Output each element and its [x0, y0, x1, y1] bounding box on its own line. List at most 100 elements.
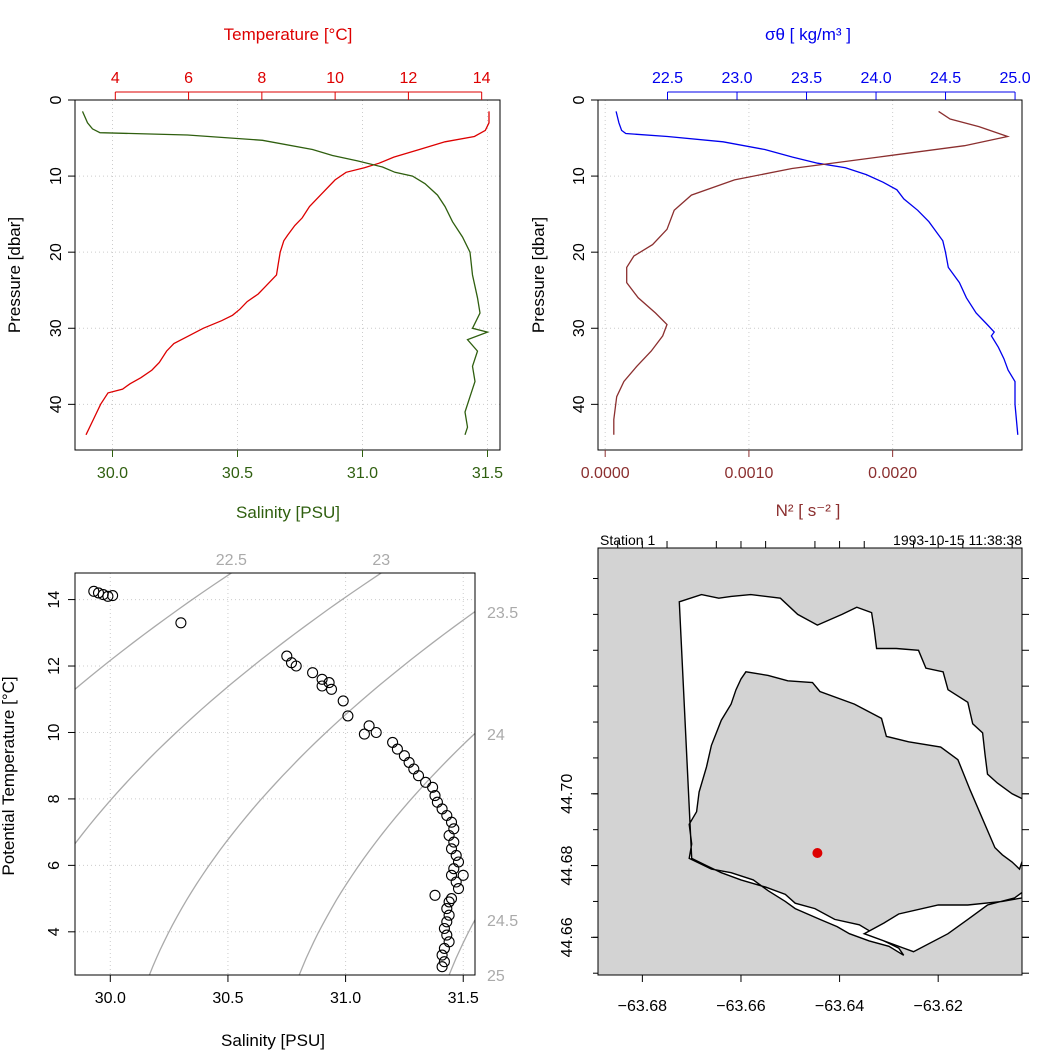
ts-point — [436, 949, 448, 961]
ts-point — [445, 843, 458, 855]
y-tick-label: 0 — [571, 95, 588, 104]
ts-point — [429, 790, 441, 802]
ts-point — [436, 961, 448, 973]
ts-point — [443, 829, 455, 842]
plot-frame — [74, 572, 476, 976]
y-axis-label: Pressure [dbar] — [5, 217, 24, 333]
ts-point — [427, 781, 439, 793]
y-tick-label: 40 — [48, 395, 65, 413]
top-tick-label: 24.5 — [930, 70, 961, 87]
profile-ts-panel: Temperature [°C] Salinity [PSU] Pressure… — [5, 25, 503, 522]
y-tick-label: 10 — [46, 723, 63, 741]
temperature-line — [85, 111, 490, 436]
ts-point — [443, 936, 455, 948]
isopycnal-line — [148, 610, 475, 975]
ts-point — [370, 726, 382, 739]
station-marker — [812, 848, 823, 858]
isopycnal-line — [448, 918, 475, 975]
ts-point — [431, 796, 443, 808]
bottom-axis-label: N² [ s⁻² ] — [776, 501, 841, 520]
top-tick-label: 6 — [184, 70, 193, 87]
station-label: Station 1 — [600, 532, 655, 548]
y-axis-label: Pressure [dbar] — [529, 217, 548, 333]
y-tick-label: 4 — [46, 927, 63, 936]
ts-point — [438, 956, 450, 968]
ts-point — [102, 590, 114, 602]
ts-point — [391, 743, 403, 755]
top-tick-label: 14 — [473, 70, 491, 87]
top-tick-label: 25.0 — [999, 70, 1030, 87]
ts-point — [325, 683, 338, 695]
top-tick-label: 23.0 — [721, 70, 752, 87]
y-tick-label: 10 — [571, 167, 588, 185]
x-tick-label: 31.5 — [448, 990, 479, 1007]
ts-point — [412, 770, 425, 782]
top-tick-label: 22.5 — [652, 70, 683, 87]
ts-point — [441, 903, 453, 915]
plot-frame — [597, 99, 1023, 451]
top-axis-label: σθ [ kg/m³ ] — [765, 25, 851, 44]
y-tick-label: 44.70 — [559, 774, 576, 814]
ts-point — [448, 823, 460, 835]
y-tick-label: 12 — [46, 657, 63, 675]
ts-point — [441, 929, 453, 941]
ts-point — [107, 590, 119, 602]
plot-frame — [74, 99, 501, 451]
ts-diagram-panel: Salinity [PSU] Potential Temperature [°C… — [0, 552, 518, 1050]
y-tick-label: 40 — [571, 395, 588, 413]
ts-point — [441, 916, 453, 928]
bottom-tick-label: 30.0 — [97, 465, 128, 482]
isopycnal-line — [75, 573, 383, 845]
x-tick-label: 30.0 — [95, 990, 126, 1007]
salinity-line — [81, 111, 490, 436]
ts-point — [363, 720, 375, 732]
ts-point — [323, 677, 335, 689]
y-tick-label: 30 — [48, 319, 65, 337]
isopycnal-label: 23.5 — [487, 605, 518, 622]
ts-point — [450, 876, 462, 888]
ts-point — [358, 728, 370, 740]
water-basin — [678, 593, 1022, 956]
x-axis-label: Salinity [PSU] — [221, 1031, 325, 1050]
bottom-tick-label: 31.5 — [472, 465, 503, 482]
ts-point — [450, 849, 462, 861]
x-tick-label: −63.64 — [815, 998, 864, 1015]
isopycnal-label: 24 — [487, 727, 505, 744]
ts-point — [436, 803, 448, 815]
isopycnal-label: 24.5 — [487, 913, 518, 930]
ts-point — [438, 922, 450, 935]
land — [598, 548, 1022, 975]
top-tick-label: 8 — [257, 70, 266, 87]
ts-point — [342, 710, 354, 722]
isopycnal-label: 22.5 — [216, 552, 247, 569]
ts-point — [445, 869, 458, 881]
y-tick-label: 8 — [46, 794, 63, 803]
y-tick-label: 44.66 — [559, 917, 576, 957]
bottom-axis-label: Salinity [PSU] — [236, 503, 340, 522]
ts-point — [290, 660, 302, 672]
ts-point — [92, 587, 105, 599]
ts-point — [316, 673, 328, 685]
ts-point — [408, 763, 420, 775]
y-axis-label: Potential Temperature [°C] — [0, 676, 18, 875]
ts-point — [457, 869, 469, 881]
isopycnal-label: 23 — [372, 552, 390, 569]
sigma-theta-line — [615, 111, 1019, 435]
map-frame — [597, 547, 1023, 976]
bottom-tick-label: 31.0 — [347, 465, 378, 482]
y-tick-label: 44.68 — [559, 845, 576, 885]
top-tick-label: 12 — [400, 70, 418, 87]
ts-point — [448, 836, 460, 848]
y-tick-label: 20 — [571, 243, 588, 261]
ts-point — [429, 889, 441, 901]
y-tick-label: 10 — [48, 167, 65, 185]
isopycnal-line — [75, 573, 233, 691]
top-axis-label: Temperature [°C] — [224, 25, 353, 44]
ts-point — [175, 617, 187, 629]
top-tick-label: 24.0 — [860, 70, 891, 87]
x-tick-label: −63.66 — [716, 998, 765, 1015]
y-tick-label: 0 — [48, 95, 65, 104]
top-tick-label: 10 — [326, 70, 344, 87]
ts-point — [398, 750, 410, 762]
